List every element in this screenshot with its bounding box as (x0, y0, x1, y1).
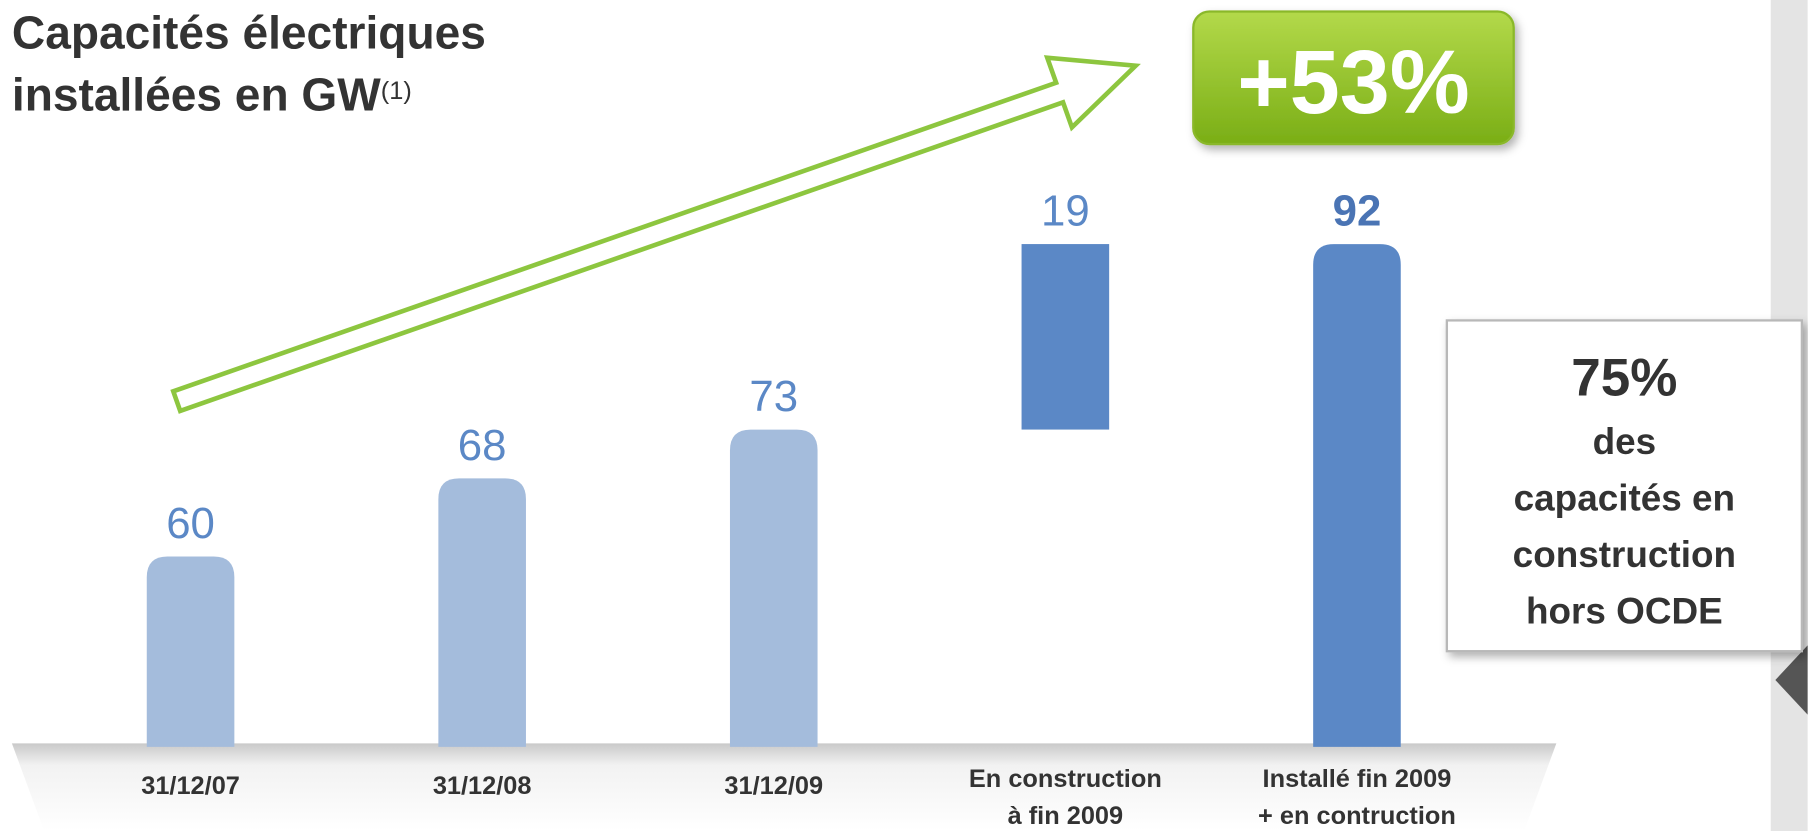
x-tick-label: + en contruction (1258, 802, 1456, 830)
bar (438, 478, 526, 747)
value-label: 19 (1041, 187, 1090, 236)
value-label: 60 (166, 499, 215, 548)
floor (11, 743, 1557, 831)
chart-title: installées en GW(1) (12, 69, 412, 121)
callout-line: des (1593, 421, 1657, 462)
callout-line: construction (1513, 534, 1736, 575)
bar (729, 429, 818, 747)
bar (1313, 244, 1401, 747)
callout-line: hors OCDE (1526, 591, 1723, 632)
value-label: 68 (458, 421, 507, 470)
x-tick-label: à fin 2009 (1008, 802, 1124, 830)
side-arrow (1775, 645, 1808, 715)
title-note: (1) (381, 77, 412, 105)
x-tick-label: Installé fin 2009 (1263, 765, 1452, 793)
bar (1021, 244, 1110, 430)
callout-headline: 75% (1571, 348, 1677, 407)
value-label: 92 (1333, 187, 1382, 236)
callout-line: capacités en (1514, 478, 1735, 519)
title-line: Capacités électriques (12, 6, 486, 58)
growth-badge (1192, 10, 1515, 146)
value-label: 73 (749, 372, 798, 421)
callout-box (1445, 319, 1804, 653)
bar (146, 556, 235, 747)
x-tick-label: 31/12/09 (724, 772, 823, 800)
growth-label: +53% (1237, 33, 1469, 133)
title-line: installées en GW (12, 69, 381, 121)
x-tick-label: En construction (969, 765, 1162, 793)
x-tick-label: 31/12/08 (433, 772, 532, 800)
x-tick-label: 31/12/07 (141, 772, 240, 800)
chart-title: Capacités électriques (12, 6, 486, 58)
growth-arrow (170, 55, 1141, 414)
